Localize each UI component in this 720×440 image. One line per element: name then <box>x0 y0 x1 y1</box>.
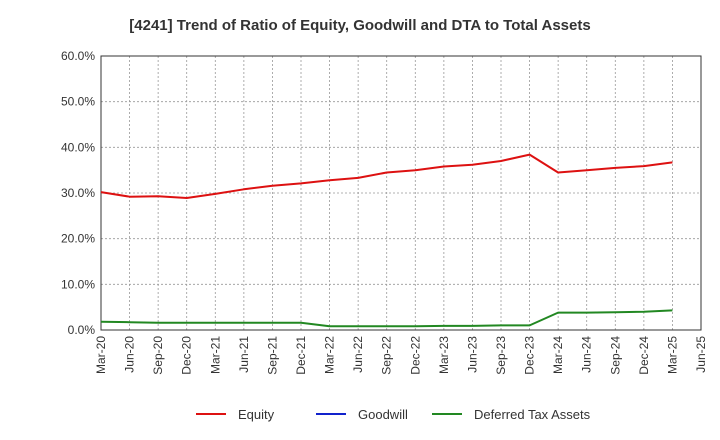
x-tick-label: Sep-21 <box>265 336 279 375</box>
legend: Equity Goodwill Deferred Tax Assets <box>196 407 591 422</box>
y-tick-label: 50.0% <box>61 95 95 109</box>
y-tick-label: 10.0% <box>61 277 95 291</box>
gridlines <box>100 55 702 331</box>
x-tick-label: Dec-21 <box>294 336 308 375</box>
x-tick-label: Dec-22 <box>408 336 422 375</box>
x-tick-label: Mar-25 <box>665 336 679 374</box>
y-tick-label: 60.0% <box>61 49 95 63</box>
y-tick-label: 30.0% <box>61 186 95 200</box>
y-axis: 0.0% 10.0% 20.0% 30.0% 40.0% 50.0% 60.0% <box>61 49 95 337</box>
legend-label-equity: Equity <box>238 407 275 422</box>
x-tick-label: Mar-21 <box>208 336 222 374</box>
x-tick-label: Jun-20 <box>123 336 137 373</box>
x-tick-label: Mar-20 <box>94 336 108 374</box>
x-tick-label: Mar-23 <box>437 336 451 374</box>
series-group <box>100 153 673 328</box>
y-tick-label: 40.0% <box>61 140 95 154</box>
y-tick-label: 0.0% <box>68 323 96 337</box>
series-line-equity <box>100 153 673 199</box>
x-tick-label: Mar-22 <box>323 336 337 374</box>
x-tick-label: Jun-24 <box>580 336 594 373</box>
y-tick-label: 20.0% <box>61 232 95 246</box>
x-tick-label: Sep-20 <box>151 336 165 375</box>
x-tick-label: Dec-23 <box>523 336 537 375</box>
series-line-deferred-tax-assets <box>100 309 673 328</box>
x-tick-label: Sep-23 <box>494 336 508 375</box>
x-tick-label: Dec-20 <box>180 336 194 375</box>
x-tick-label: Sep-22 <box>380 336 394 375</box>
x-tick-label: Jun-25 <box>694 336 708 373</box>
x-axis: Mar-20 Jun-20 Sep-20 Dec-20 Mar-21 Jun-21 Sep-… <box>94 336 708 375</box>
x-tick-label: Mar-24 <box>551 336 565 374</box>
x-tick-label: Jun-21 <box>237 336 251 373</box>
x-tick-label: Jun-23 <box>465 336 479 373</box>
x-tick-label: Sep-24 <box>608 336 622 375</box>
x-tick-label: Jun-22 <box>351 336 365 373</box>
legend-label-goodwill: Goodwill <box>358 407 408 422</box>
legend-label-deferred-tax-assets: Deferred Tax Assets <box>474 407 591 422</box>
chart-title: [4241] Trend of Ratio of Equity, Goodwil… <box>129 17 590 34</box>
x-tick-label: Dec-24 <box>637 336 651 375</box>
